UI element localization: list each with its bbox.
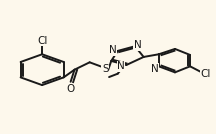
Text: N: N xyxy=(151,64,159,74)
Text: N: N xyxy=(109,45,117,55)
Text: S: S xyxy=(102,64,108,74)
Text: N: N xyxy=(117,61,125,71)
Text: N: N xyxy=(134,40,141,50)
Text: Cl: Cl xyxy=(200,69,211,79)
Text: O: O xyxy=(67,84,75,94)
Text: Cl: Cl xyxy=(37,36,47,46)
